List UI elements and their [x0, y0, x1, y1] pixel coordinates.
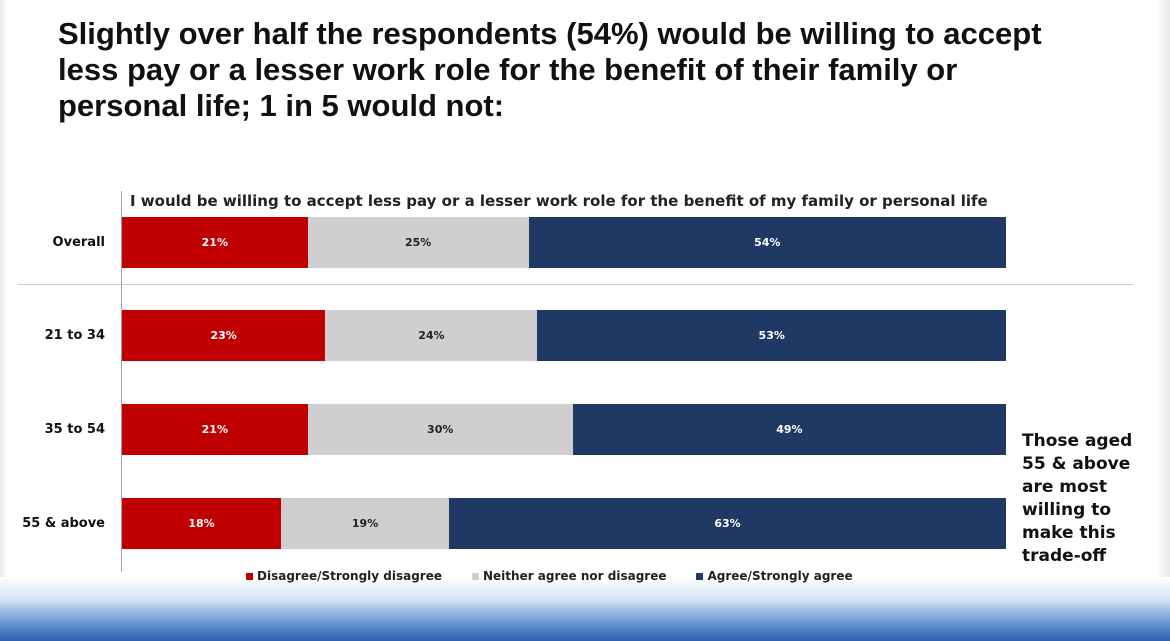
legend-item: Agree/Strongly agree: [696, 569, 853, 583]
data-label: 23%: [210, 329, 237, 342]
callout-text: Those aged 55 & above are most willing t…: [1022, 431, 1133, 566]
category-label: Overall: [52, 235, 105, 250]
legend-item: Disagree/Strongly disagree: [246, 569, 442, 583]
chart-legend: Disagree/Strongly disagree Neither agree …: [246, 569, 853, 583]
category-label: 35 to 54: [44, 422, 105, 437]
data-label: 30%: [427, 423, 454, 436]
bar-segment: 18%: [122, 498, 282, 549]
category-label: 21 to 34: [44, 328, 105, 343]
data-label: 18%: [188, 517, 215, 530]
bar-segment: 23%: [122, 310, 326, 361]
data-label: 49%: [776, 423, 803, 436]
bar-segment: 63%: [449, 498, 1006, 549]
legend-item: Neither agree nor disagree: [472, 569, 666, 583]
data-label: 19%: [351, 517, 379, 530]
legend-swatch: [472, 572, 479, 580]
legend-label: Disagree/Strongly disagree: [257, 569, 442, 583]
data-label: 21%: [201, 423, 228, 436]
bar-segment: 19%: [281, 498, 450, 549]
bar-row: 18% 19% 63%: [122, 498, 1006, 549]
chart-title: I would be willing to accept less pay or…: [130, 192, 988, 210]
legend-label: Agree/Strongly agree: [707, 569, 853, 583]
data-label: 53%: [758, 329, 785, 342]
overall-separator-line: [18, 284, 1133, 285]
bar-segment: 21%: [122, 404, 308, 455]
bar-row: 23% 24% 53%: [122, 310, 1006, 361]
bar-row: 21% 30% 49%: [122, 404, 1006, 455]
data-label: 25%: [404, 236, 432, 249]
footer-gradient-band: [0, 577, 1170, 641]
data-label: 24%: [418, 329, 445, 342]
bar-segment: 54%: [528, 217, 1006, 268]
legend-swatch: [696, 572, 704, 580]
bar-segment: 21%: [122, 217, 308, 268]
slide-right-edge: [1156, 0, 1170, 641]
slide-left-edge: [0, 0, 8, 641]
bar-segment: 25%: [307, 217, 529, 268]
data-label: 63%: [714, 517, 741, 530]
legend-swatch: [246, 572, 253, 580]
category-axis-line: [121, 191, 122, 572]
slide-title: Slightly over half the respondents (54%)…: [58, 16, 1042, 123]
legend-label: Neither agree nor disagree: [483, 569, 667, 583]
bar-segment: 53%: [537, 310, 1006, 361]
data-label: 54%: [754, 236, 781, 249]
bar-segment: 49%: [572, 404, 1006, 455]
data-label: 21%: [201, 236, 228, 249]
category-label: 55 & above: [22, 516, 105, 531]
bar-row: 21% 25% 54%: [122, 217, 1006, 268]
bar-segment: 30%: [307, 404, 573, 455]
bar-segment: 24%: [325, 310, 538, 361]
